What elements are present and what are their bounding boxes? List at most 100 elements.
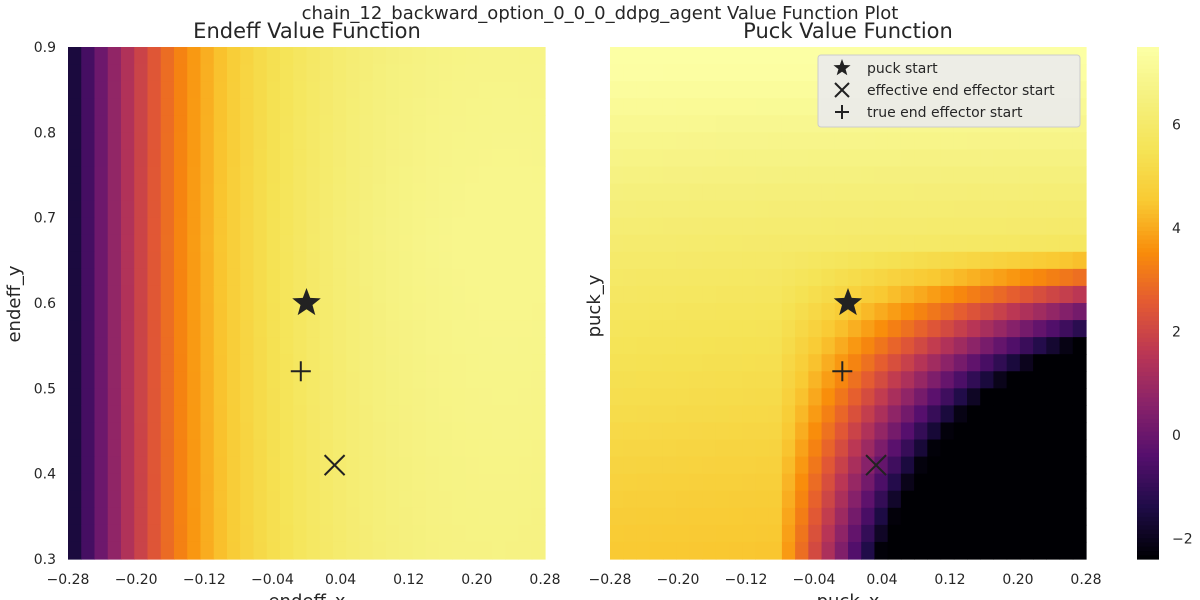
heatmap-cell [253,64,268,82]
heatmap-cell [346,303,361,321]
heatmap-cell [253,285,268,304]
heatmap-cell [1006,507,1021,526]
heatmap-cell [1019,473,1034,492]
heatmap-cell [715,422,730,441]
colorbar-segment [1137,239,1159,244]
heatmap-cell [900,200,915,219]
heatmap-cell [399,98,414,116]
heatmap-cell [1019,507,1034,526]
heatmap-cell [412,303,427,321]
heatmap-cell [821,200,836,219]
heatmap-cell [505,285,520,304]
heatmap-cell [662,371,677,389]
colorbar-segment [1137,315,1159,321]
heatmap-cell [742,217,757,236]
heatmap-cell [742,422,757,441]
heatmap-cell [715,251,730,270]
heatmap-cell [689,405,704,424]
heatmap-cell [505,388,520,406]
heatmap-cell [662,47,677,65]
heatmap-cell [81,354,96,372]
heatmap-cell [834,234,849,253]
heatmap-cell [914,217,928,236]
heatmap-cell [649,524,664,543]
heatmap-cell [187,149,202,168]
heatmap-cell [531,200,546,219]
heatmap-cell [81,98,96,116]
heatmap-cell [107,541,122,560]
heatmap-cell [755,541,770,560]
heatmap-cell [187,439,202,458]
heatmap-cell [927,473,942,492]
heatmap-cell [636,524,651,543]
heatmap-cell [940,285,955,304]
heatmap-cell [346,234,361,253]
heatmap-cell [768,234,783,253]
heatmap-cell [359,81,374,99]
heatmap-cell [253,388,268,406]
heatmap-cell [505,303,520,321]
heatmap-cell [121,337,135,355]
heatmap-cell [755,371,770,389]
heatmap-cell [1046,354,1061,372]
heatmap-cell [715,303,730,321]
heatmap-cell [993,217,1008,236]
heatmap-cell [636,388,651,406]
heatmap-cell [452,354,467,372]
heatmap-cell [689,149,704,168]
heatmap-cell [662,132,677,150]
heatmap-cell [768,337,783,355]
heatmap-cell [94,234,109,253]
heatmap-cell [386,234,400,253]
heatmap-cell [1006,456,1021,475]
colorbar-segment [1137,409,1159,415]
heatmap-cell [333,524,347,543]
heatmap-cell [623,439,638,458]
heatmap-cell [689,456,704,475]
heatmap-cell [967,490,981,509]
heatmap-cell [452,47,467,65]
heatmap-cell [927,456,942,475]
heatmap-cell [213,166,228,185]
heatmap-cell [372,456,387,475]
heatmap-cell [1006,303,1021,321]
heatmap-cell [293,183,308,202]
heatmap-cell [927,149,942,168]
heatmap-cell [505,132,520,150]
heatmap-cell [478,149,493,168]
heatmap-cell [861,405,876,424]
heatmap-cell [280,251,294,270]
heatmap-cell [266,132,281,150]
heatmap-cell [610,81,624,99]
heatmap-cell [107,47,122,65]
heatmap-cell [160,303,175,321]
colorbar-segment [1137,179,1159,185]
heatmap-cell [359,64,374,82]
heatmap-cell [848,200,862,219]
heatmap-cell [200,183,215,202]
heatmap-cell [900,507,915,526]
heatmap-cell [386,405,400,424]
heatmap-cell [781,541,796,560]
heatmap-cell [465,320,480,338]
heatmap-cell [900,388,915,406]
heatmap-cell [689,371,704,389]
heatmap-cell [306,507,321,526]
heatmap-cell [372,490,387,509]
heatmap-cell [1033,285,1047,304]
heatmap-cell [187,456,202,475]
heatmap-cell [452,132,467,150]
heatmap-cell [187,81,202,99]
heatmap-cell [900,405,915,424]
heatmap-cell [715,473,730,492]
heatmap-cell [68,473,82,492]
heatmap-cell [676,337,690,355]
heatmap-cell [531,149,546,168]
heatmap-cell [412,320,427,338]
heatmap-cell [174,132,188,150]
heatmap-cell [755,183,770,202]
heatmap-cell [319,115,334,133]
heatmap-cell [953,371,968,389]
heatmap-cell [689,115,704,133]
